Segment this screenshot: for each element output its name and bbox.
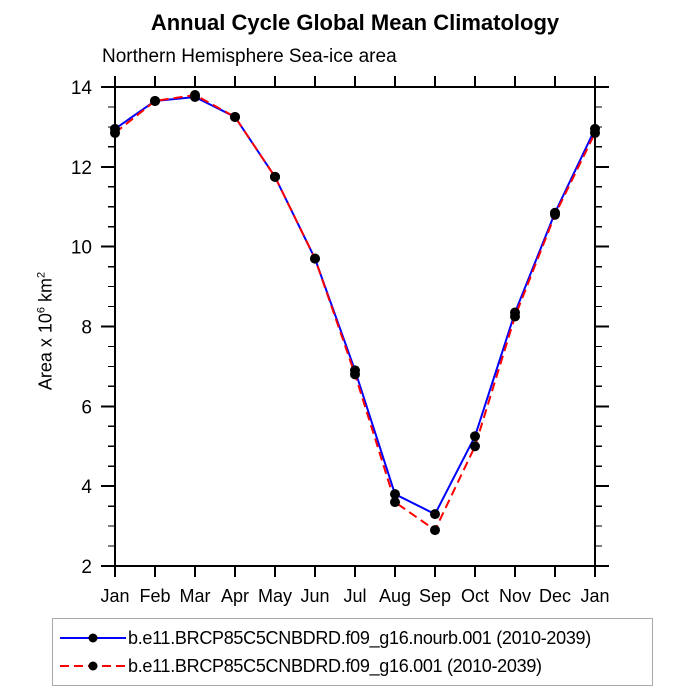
series-line: [114, 93, 596, 532]
data-point: [310, 253, 320, 264]
data-point: [550, 209, 560, 220]
data-point: [470, 441, 480, 452]
x-tick-label: Oct: [461, 586, 489, 606]
x-tick-label: Apr: [221, 586, 249, 606]
legend-item: b.e11.BRCP85C5CNBDRD.f09_g16.001 (2010-2…: [53, 652, 652, 680]
x-tick-label: Jan: [580, 586, 609, 606]
data-point: [430, 525, 440, 536]
legend-label: b.e11.BRCP85C5CNBDRD.f09_g16.nourb.001 (…: [128, 627, 591, 648]
data-point: [350, 369, 360, 380]
x-tick-label: Aug: [379, 586, 411, 606]
x-tick-label: Mar: [180, 586, 211, 606]
plot-area: 2 4 6 8 10 12 14 Jan Feb Mar Apr May Jun Jul Aug Sep Oct…: [71, 76, 610, 606]
y-tick-label: 2: [81, 557, 92, 578]
x-tick-label: Jun: [300, 586, 329, 606]
data-point: [590, 127, 600, 138]
data-point: [190, 89, 200, 100]
data-point: [390, 497, 400, 508]
legend-solid-line-sample: [60, 633, 126, 643]
x-tick-label: Jul: [343, 586, 366, 606]
legend-marker-dot: [88, 661, 98, 671]
data-point: [150, 95, 160, 106]
x-tick-label: Sep: [419, 586, 451, 606]
y-tick-label: 10: [71, 238, 92, 259]
data-point: [510, 311, 520, 322]
y-tick-label: 14: [71, 78, 93, 99]
x-tick-label: Feb: [139, 586, 170, 606]
data-point: [270, 171, 280, 182]
y-tick-label: 12: [71, 158, 92, 179]
data-point: [230, 111, 240, 122]
series-line: [114, 95, 596, 516]
chart-subtitle: Northern Hemisphere Sea-ice area: [102, 46, 397, 67]
x-tick-label: Jan: [100, 586, 129, 606]
legend-item: b.e11.BRCP85C5CNBDRD.f09_g16.nourb.001 (…: [53, 624, 652, 652]
legend-label: b.e11.BRCP85C5CNBDRD.f09_g16.001 (2010-2…: [128, 655, 542, 676]
data-point: [470, 431, 480, 442]
legend-marker-dot: [88, 633, 98, 643]
y-tick-label: 6: [81, 397, 92, 418]
chart-title: Annual Cycle Global Mean Climatology: [150, 10, 560, 35]
data-point: [110, 127, 120, 138]
legend: b.e11.BRCP85C5CNBDRD.f09_g16.nourb.001 (…: [52, 618, 653, 686]
data-point: [390, 489, 400, 500]
x-tick-label: May: [258, 586, 292, 606]
y-tick-label: 4: [81, 477, 92, 498]
y-tick-label: 8: [81, 318, 92, 339]
legend-dashed-line-sample: [60, 661, 126, 671]
axis-frame: [114, 86, 596, 567]
data-point: [430, 509, 440, 520]
x-tick-label: Dec: [539, 586, 571, 606]
x-tick-label: Nov: [499, 586, 531, 606]
